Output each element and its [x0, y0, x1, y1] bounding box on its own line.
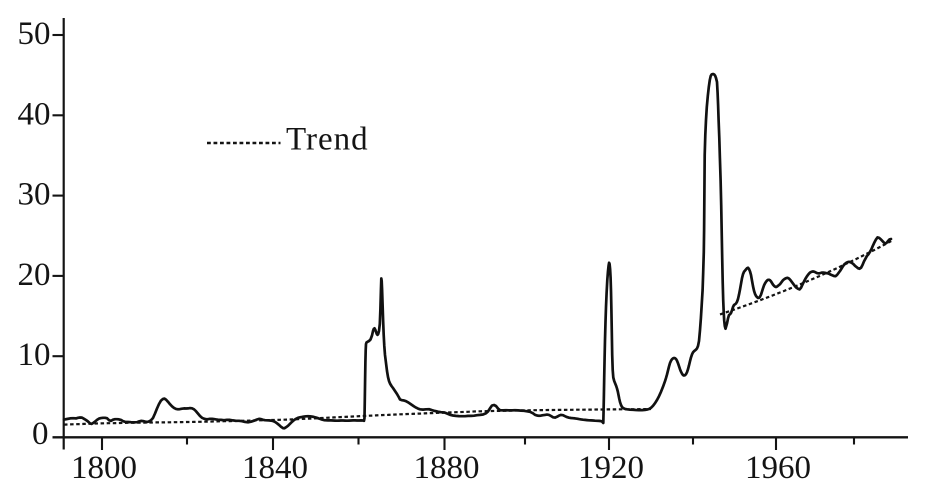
svg-text:30: 30 [18, 177, 51, 213]
svg-text:Trend: Trend [286, 122, 369, 158]
svg-text:1840: 1840 [242, 450, 308, 486]
svg-text:0: 0 [32, 416, 49, 452]
svg-text:1880: 1880 [414, 450, 480, 486]
svg-text:1920: 1920 [578, 450, 644, 486]
svg-text:50: 50 [18, 16, 51, 52]
svg-text:20: 20 [18, 257, 51, 293]
svg-text:10: 10 [18, 337, 51, 373]
svg-text:40: 40 [18, 96, 51, 132]
svg-text:1960: 1960 [745, 450, 811, 486]
svg-text:1800: 1800 [71, 450, 137, 486]
